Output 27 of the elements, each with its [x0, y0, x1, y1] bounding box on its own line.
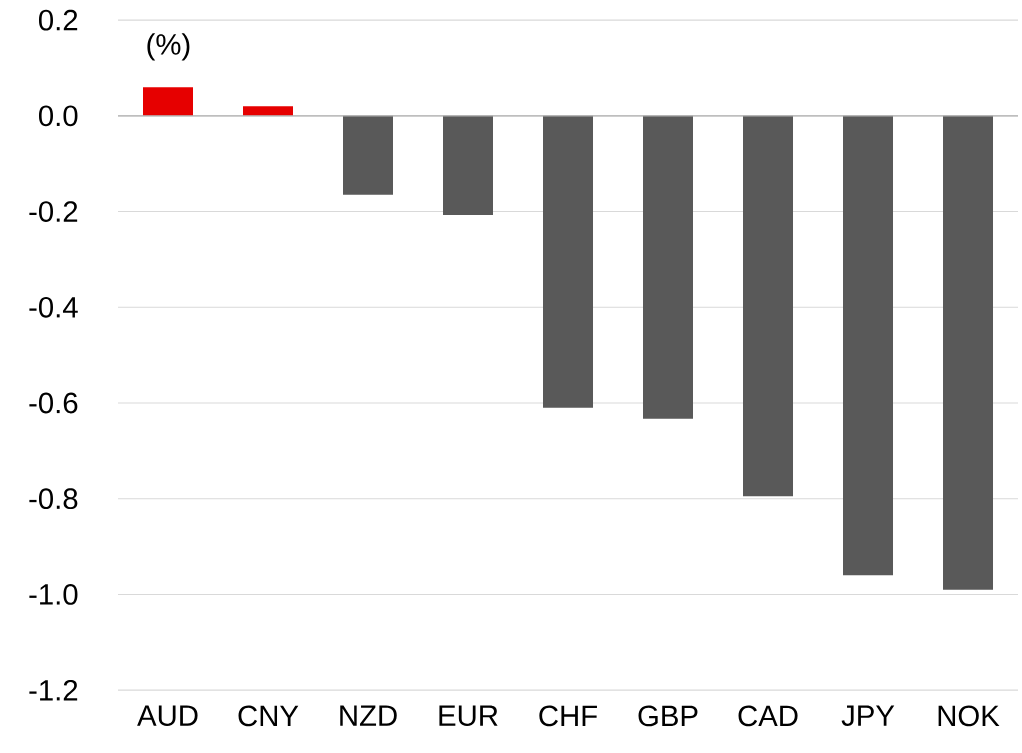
bar — [943, 115, 994, 590]
y-tick-label: -0.8 — [29, 488, 78, 510]
y-tick-label: -1.0 — [29, 583, 78, 605]
bar — [743, 115, 794, 497]
x-tick-label: AUD — [137, 705, 198, 726]
y-tick-label: -0.2 — [29, 201, 78, 222]
x-tick-label: JPY — [841, 705, 895, 726]
bar — [243, 106, 293, 116]
y-tick-label: -1.2 — [29, 679, 78, 701]
y-tick-label: 0.2 — [39, 9, 78, 31]
bar — [143, 87, 193, 116]
x-tick-label: NZD — [340, 705, 397, 726]
bar — [443, 115, 493, 215]
x-tick-label: CHF — [539, 705, 597, 727]
x-tick-label: NOK — [938, 705, 1000, 727]
y-tick-label: -0.4 — [29, 296, 78, 318]
x-tick-label: GBP — [638, 705, 698, 727]
bar — [843, 115, 894, 576]
bar — [643, 115, 693, 419]
y-tick-label: 0.0 — [39, 105, 78, 127]
bar — [343, 115, 393, 195]
y-axis-title: (%) — [147, 33, 190, 61]
bar — [543, 115, 593, 408]
x-tick-label: CAD — [738, 705, 798, 727]
y-tick-label: -0.6 — [29, 392, 78, 414]
x-tick-label: CNY — [238, 705, 299, 727]
x-tick-label: EUR — [439, 705, 498, 726]
